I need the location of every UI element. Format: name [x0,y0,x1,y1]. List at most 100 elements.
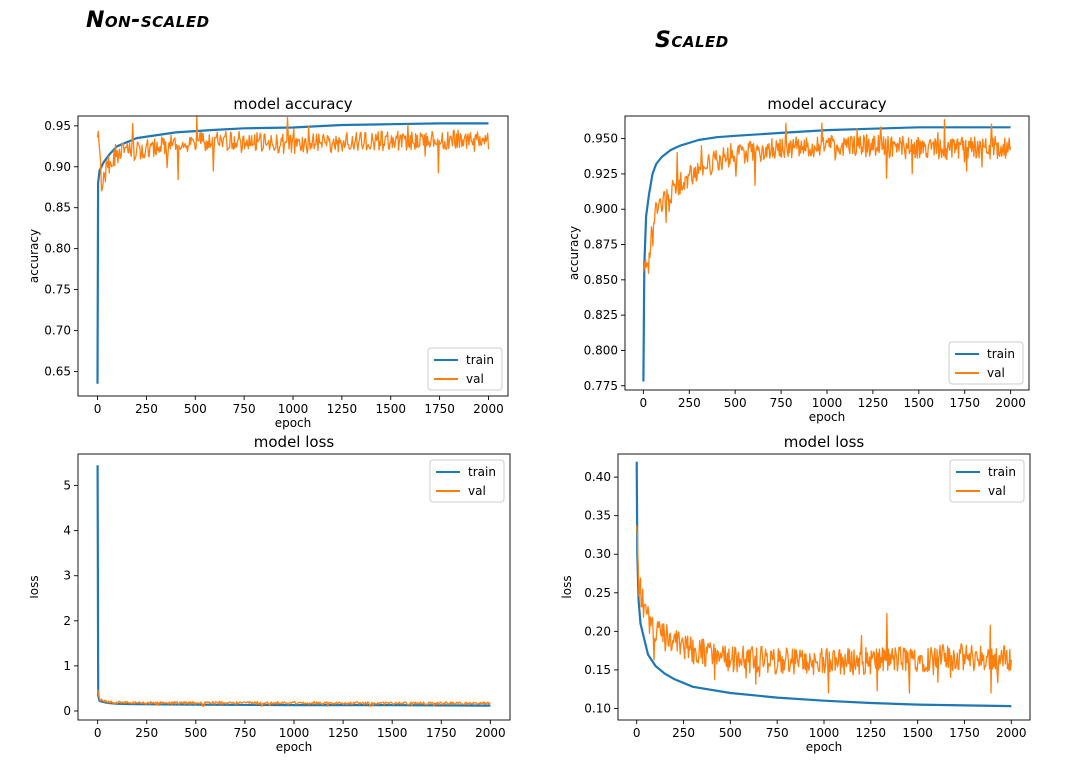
x-tick-label: 0 [633,726,641,740]
y-tick-label: 0.85 [44,201,71,215]
legend-label-train: train [988,465,1016,479]
y-tick-label: 2 [63,614,71,628]
y-tick-label: 0.850 [584,273,618,287]
legend: train val [427,347,503,391]
x-axis-label: epoch [275,416,312,430]
y-axis-label: loss [560,575,574,598]
y-tick-label: 0 [63,704,71,718]
y-tick-label: 5 [63,479,71,493]
x-tick-label: 1500 [904,396,935,410]
y-axis-label: accuracy [567,226,581,280]
scaled-loss-chart: model loss 0 250 500 750 1000 1250 1500 1750 2000… [560,433,1031,754]
y-tick-label: 0.775 [584,379,618,393]
x-tick-label: 750 [233,402,256,416]
legend: train val [948,341,1024,385]
x-tick-label: 2000 [995,396,1026,410]
x-tick-label: 750 [770,396,793,410]
x-tick-label: 750 [766,726,789,740]
y-tick-label: 0.90 [44,160,71,174]
legend-label-train: train [468,465,496,479]
y-tick-label: 4 [63,524,71,538]
y-tick-label: 0.95 [44,119,71,133]
x-tick-label: 1750 [424,402,455,416]
y-tick-label: 0.950 [584,132,618,146]
x-tick-label: 250 [135,402,158,416]
y-tick-label: 0.15 [584,663,611,677]
y-tick-label: 0.80 [44,242,71,256]
x-tick-label: 0 [640,396,648,410]
series-val-line [642,119,1012,274]
x-tick-label: 1750 [949,396,980,410]
y-tick-label: 0.25 [584,586,611,600]
x-tick-label: 2000 [996,726,1027,740]
nonscaled-accuracy-chart: model accuracy 0 250 500 750 1000 1250 1500 1750… [30,95,509,430]
y-tick-label: 0.875 [584,238,618,252]
chart-title: model loss [254,433,335,451]
x-axis-label: epoch [806,740,843,754]
chart-title: model loss [784,433,865,451]
y-tick-label: 0.65 [44,364,71,378]
x-tick-label: 2000 [475,726,506,740]
y-tick-label: 3 [63,569,71,583]
legend-label-val: val [987,366,1005,380]
legend-label-val: val [988,484,1006,498]
x-tick-label: 250 [678,396,701,410]
legend-label-val: val [466,372,484,386]
x-tick-label: 500 [719,726,742,740]
x-tick-label: 1250 [858,396,889,410]
x-tick-label: 0 [94,726,102,740]
y-tick-label: 0.35 [584,509,611,523]
y-tick-label: 0.10 [584,701,611,715]
x-axis-label: epoch [809,410,846,424]
y-axis-label: accuracy [30,229,41,283]
x-tick-label: 1250 [856,726,887,740]
chart-title: model accuracy [767,95,886,113]
x-tick-label: 2000 [473,402,504,416]
x-tick-label: 1000 [279,726,310,740]
x-tick-label: 1750 [949,726,980,740]
y-tick-label: 0.75 [44,283,71,297]
x-tick-label: 0 [94,402,102,416]
y-axis-label: loss [30,575,41,598]
scaled-heading: Scaled [655,28,729,53]
chart-title: model accuracy [233,95,352,113]
x-tick-label: 500 [184,402,207,416]
legend-label-train: train [466,353,494,367]
x-tick-label: 1000 [809,726,840,740]
x-tick-label: 1500 [377,726,408,740]
y-tick-label: 0.825 [584,308,618,322]
x-tick-label: 1500 [375,402,406,416]
x-tick-label: 250 [135,726,158,740]
x-tick-label: 1500 [902,726,933,740]
legend: train val [429,459,505,503]
x-tick-label: 750 [233,726,256,740]
x-tick-label: 500 [184,726,207,740]
y-tick-label: 0.900 [584,202,618,216]
x-tick-label: 250 [672,726,695,740]
x-tick-label: 1000 [278,402,309,416]
legend-label-val: val [468,484,486,498]
y-tick-label: 0.800 [584,343,618,357]
x-tick-label: 500 [724,396,747,410]
y-tick-label: 0.20 [584,624,611,638]
x-tick-label: 1250 [327,402,358,416]
y-tick-label: 0.70 [44,324,71,338]
scaled-accuracy-chart: model accuracy 0 250 500 750 1000 1250 1500 1750… [567,95,1030,424]
series-val-line [636,525,1012,694]
series-train-line [96,122,489,384]
y-tick-label: 0.30 [584,547,611,561]
series-train-line [635,461,1012,708]
x-tick-label: 1250 [328,726,359,740]
x-tick-label: 1750 [426,726,457,740]
x-tick-label: 1000 [812,396,843,410]
series-val-line [96,689,491,708]
nonscaled-heading: Non-scaled [86,8,210,33]
x-axis-label: epoch [276,740,313,754]
series-val-line [96,116,490,192]
y-tick-label: 1 [63,659,71,673]
legend: train val [949,459,1025,503]
legend-label-train: train [987,347,1015,361]
y-tick-label: 0.925 [584,167,618,181]
y-tick-label: 0.40 [584,470,611,484]
